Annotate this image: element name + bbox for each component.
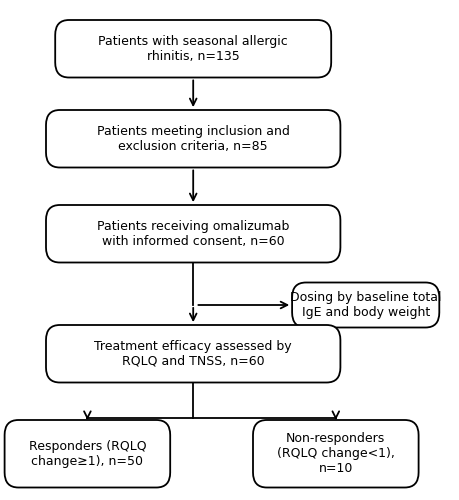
Text: Patients receiving omalizumab
with informed consent, n=60: Patients receiving omalizumab with infor… [97, 220, 289, 248]
Text: Dosing by baseline total
IgE and body weight: Dosing by baseline total IgE and body we… [289, 291, 441, 319]
FancyBboxPatch shape [291, 282, 438, 328]
Text: Patients meeting inclusion and
exclusion criteria, n=85: Patients meeting inclusion and exclusion… [96, 124, 289, 153]
FancyBboxPatch shape [5, 420, 170, 488]
Text: Non-responders
(RQLQ change<1),
n=10: Non-responders (RQLQ change<1), n=10 [276, 432, 394, 475]
FancyBboxPatch shape [46, 325, 340, 382]
FancyBboxPatch shape [46, 110, 340, 168]
FancyBboxPatch shape [252, 420, 418, 488]
Text: Treatment efficacy assessed by
RQLQ and TNSS, n=60: Treatment efficacy assessed by RQLQ and … [94, 340, 291, 368]
Text: Patients with seasonal allergic
rhinitis, n=135: Patients with seasonal allergic rhinitis… [98, 35, 287, 62]
FancyBboxPatch shape [46, 205, 340, 262]
FancyBboxPatch shape [55, 20, 330, 78]
Text: Responders (RQLQ
change≥1), n=50: Responders (RQLQ change≥1), n=50 [28, 440, 146, 468]
